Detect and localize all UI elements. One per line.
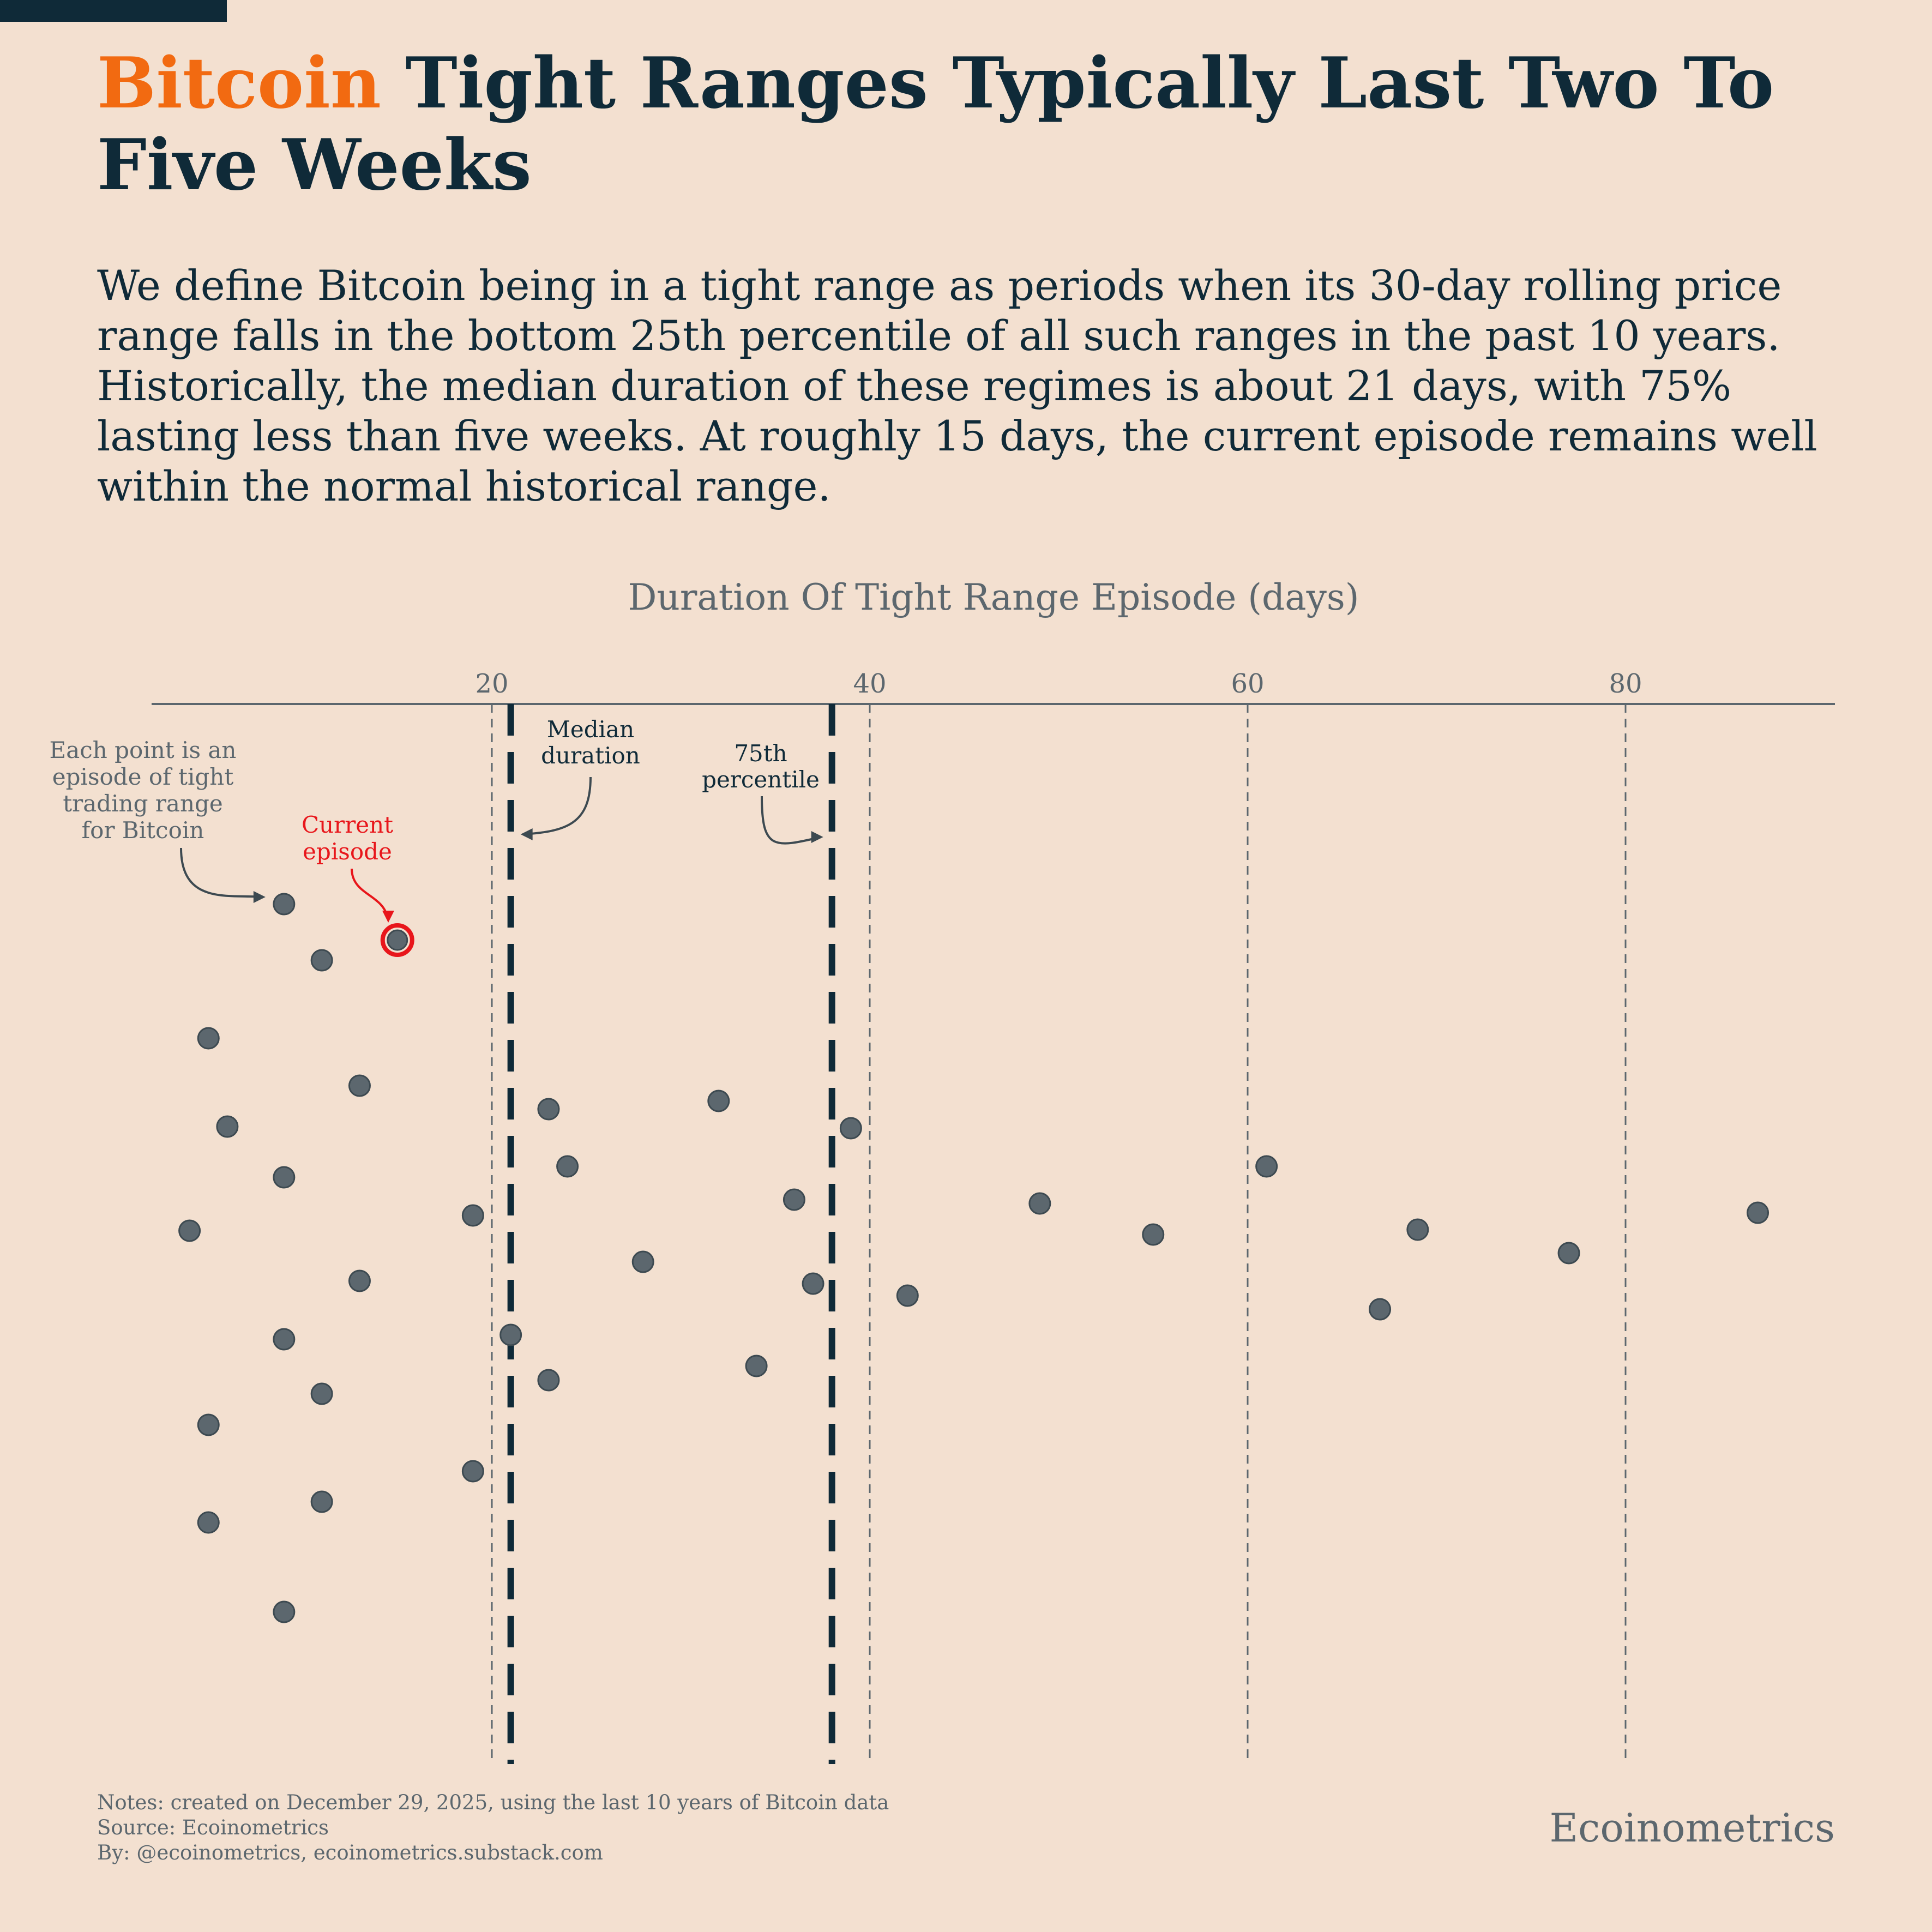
data-point	[178, 1219, 201, 1242]
data-point	[273, 1600, 296, 1623]
x-tick-label: 20	[475, 669, 508, 699]
x-tick-label: 60	[1231, 669, 1264, 699]
data-points	[178, 893, 1770, 1623]
data-point	[310, 1490, 333, 1513]
data-point	[197, 1413, 220, 1436]
gridlines	[491, 704, 1627, 1764]
tick-labels: 20 40 60 80	[475, 669, 1642, 699]
annotations: Median duration 75th percentile Each point i…	[50, 716, 823, 923]
footer-notes: Notes: created on December 29, 2025, usi…	[97, 1790, 889, 1865]
data-point	[556, 1155, 579, 1178]
data-point	[1557, 1242, 1580, 1265]
title-rest: Tight Ranges Typically Last Two To Five …	[97, 43, 1774, 206]
data-point	[348, 1269, 371, 1292]
data-point	[273, 893, 296, 916]
data-point	[1255, 1155, 1278, 1178]
byline-text: By: @ecoinometrics, ecoinometrics.substa…	[97, 1841, 603, 1864]
data-point	[216, 1115, 239, 1138]
chart-title: Bitcoin Tight Ranges Typically Last Two …	[97, 43, 1842, 206]
median-annotation: Median duration	[541, 716, 640, 769]
points-annotation: Each point is an episode of tight trading …	[50, 737, 237, 844]
data-point	[1406, 1218, 1429, 1241]
p75-arrow	[761, 796, 822, 845]
current-episode-point	[387, 929, 408, 951]
data-point	[745, 1355, 768, 1377]
chart-subtitle: We define Bitcoin being in a tight range…	[97, 261, 1817, 510]
current-episode-annotation: Current episode	[302, 811, 393, 865]
data-point	[273, 1328, 296, 1351]
notes-text: Notes: created on December 29, 2025, usi…	[97, 1791, 889, 1814]
top-accent-bar	[0, 0, 227, 22]
brand-logo-text: Ecoinometrics	[1549, 1805, 1835, 1851]
current-episode-ring	[380, 923, 414, 957]
data-point	[197, 1511, 220, 1534]
points-arrow	[180, 847, 263, 898]
data-point	[802, 1272, 824, 1295]
median-arrowhead	[520, 828, 533, 840]
data-point	[1747, 1201, 1770, 1224]
data-point	[707, 1090, 730, 1112]
data-point	[896, 1284, 919, 1307]
data-point	[273, 1166, 296, 1189]
data-point	[537, 1369, 560, 1392]
points-arrowhead	[253, 891, 266, 903]
data-point	[197, 1027, 220, 1050]
data-point	[1028, 1192, 1051, 1215]
x-axis-title: Duration Of Tight Range Episode (days)	[628, 576, 1359, 618]
reference-lines	[507, 704, 835, 1764]
title-accent: Bitcoin	[97, 43, 381, 124]
data-point	[499, 1323, 522, 1346]
data-point	[310, 1382, 333, 1405]
x-tick-label: 80	[1609, 669, 1642, 699]
data-point	[461, 1460, 484, 1483]
data-point	[839, 1117, 862, 1140]
data-point	[348, 1074, 371, 1097]
data-point	[1142, 1223, 1165, 1246]
p75-arrowhead	[811, 831, 823, 843]
data-point	[310, 949, 333, 972]
source-text: Source: Ecoinometrics	[97, 1816, 329, 1839]
data-point	[461, 1204, 484, 1227]
data-point	[1369, 1298, 1392, 1321]
p75-annotation: 75th percentile	[702, 740, 820, 793]
data-point	[783, 1188, 805, 1211]
median-arrow	[522, 777, 592, 835]
data-point	[631, 1250, 654, 1273]
x-tick-label: 40	[853, 669, 886, 699]
data-point	[537, 1098, 560, 1121]
current-episode-arrow	[351, 868, 388, 917]
current-episode-arrowhead	[382, 911, 394, 923]
